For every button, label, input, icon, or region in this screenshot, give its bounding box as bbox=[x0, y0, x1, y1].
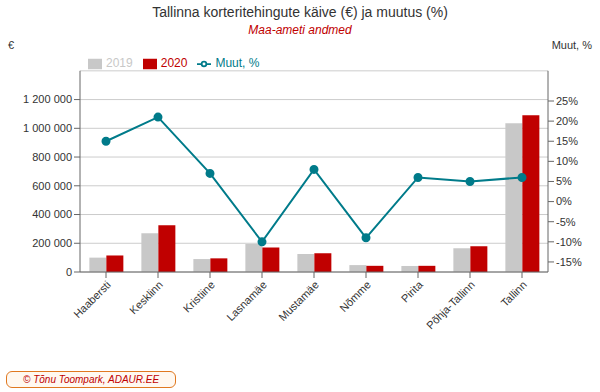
html-text:Muut, %: Muut, % bbox=[551, 39, 592, 51]
html-text:© Tõnu Toompark, ADAUR.EE: © Tõnu Toompark, ADAUR.EE bbox=[23, 374, 160, 385]
svg-text:1 000 000: 1 000 000 bbox=[23, 122, 72, 134]
svg-text:200 000: 200 000 bbox=[32, 237, 72, 249]
svg-text:25%: 25% bbox=[556, 95, 578, 107]
html-text:2020: 2020 bbox=[160, 56, 188, 70]
html-text:Muut, %: Muut, % bbox=[215, 56, 260, 70]
svg-text:-5%: -5% bbox=[556, 216, 576, 228]
svg-text:-15%: -15% bbox=[556, 256, 582, 268]
svg-text:-10%: -10% bbox=[556, 236, 582, 248]
html-text:Maa-ameti andmed: Maa-ameti andmed bbox=[248, 23, 352, 37]
svg-text:10%: 10% bbox=[556, 155, 578, 167]
svg-text:15%: 15% bbox=[556, 135, 578, 147]
svg-text:Kristiine: Kristiine bbox=[181, 278, 217, 314]
svg-text:Nõmme: Nõmme bbox=[337, 278, 373, 314]
svg-text:Kesklinn: Kesklinn bbox=[127, 278, 165, 316]
svg-text:0%: 0% bbox=[556, 195, 572, 207]
svg-text:Põhja-Tallinn: Põhja-Tallinn bbox=[424, 278, 477, 331]
svg-text:0: 0 bbox=[66, 266, 72, 278]
html-text:Tallinna korteritehingute käiv: Tallinna korteritehingute käive (€) ja m… bbox=[152, 4, 448, 20]
svg-text:Pirita: Pirita bbox=[399, 278, 426, 305]
svg-text:5%: 5% bbox=[556, 175, 572, 187]
svg-text:Lasnamäe: Lasnamäe bbox=[224, 278, 269, 323]
svg-text:1 200 000: 1 200 000 bbox=[23, 93, 72, 105]
svg-text:Tallinn: Tallinn bbox=[498, 278, 529, 309]
svg-text:600 000: 600 000 bbox=[32, 180, 72, 192]
svg-text:Mustamäe: Mustamäe bbox=[276, 278, 321, 323]
svg-text:400 000: 400 000 bbox=[32, 208, 72, 220]
svg-text:20%: 20% bbox=[556, 115, 578, 127]
svg-text:800 000: 800 000 bbox=[32, 151, 72, 163]
html-text:2019: 2019 bbox=[106, 56, 133, 70]
svg-text:Haabersti: Haabersti bbox=[71, 278, 113, 320]
